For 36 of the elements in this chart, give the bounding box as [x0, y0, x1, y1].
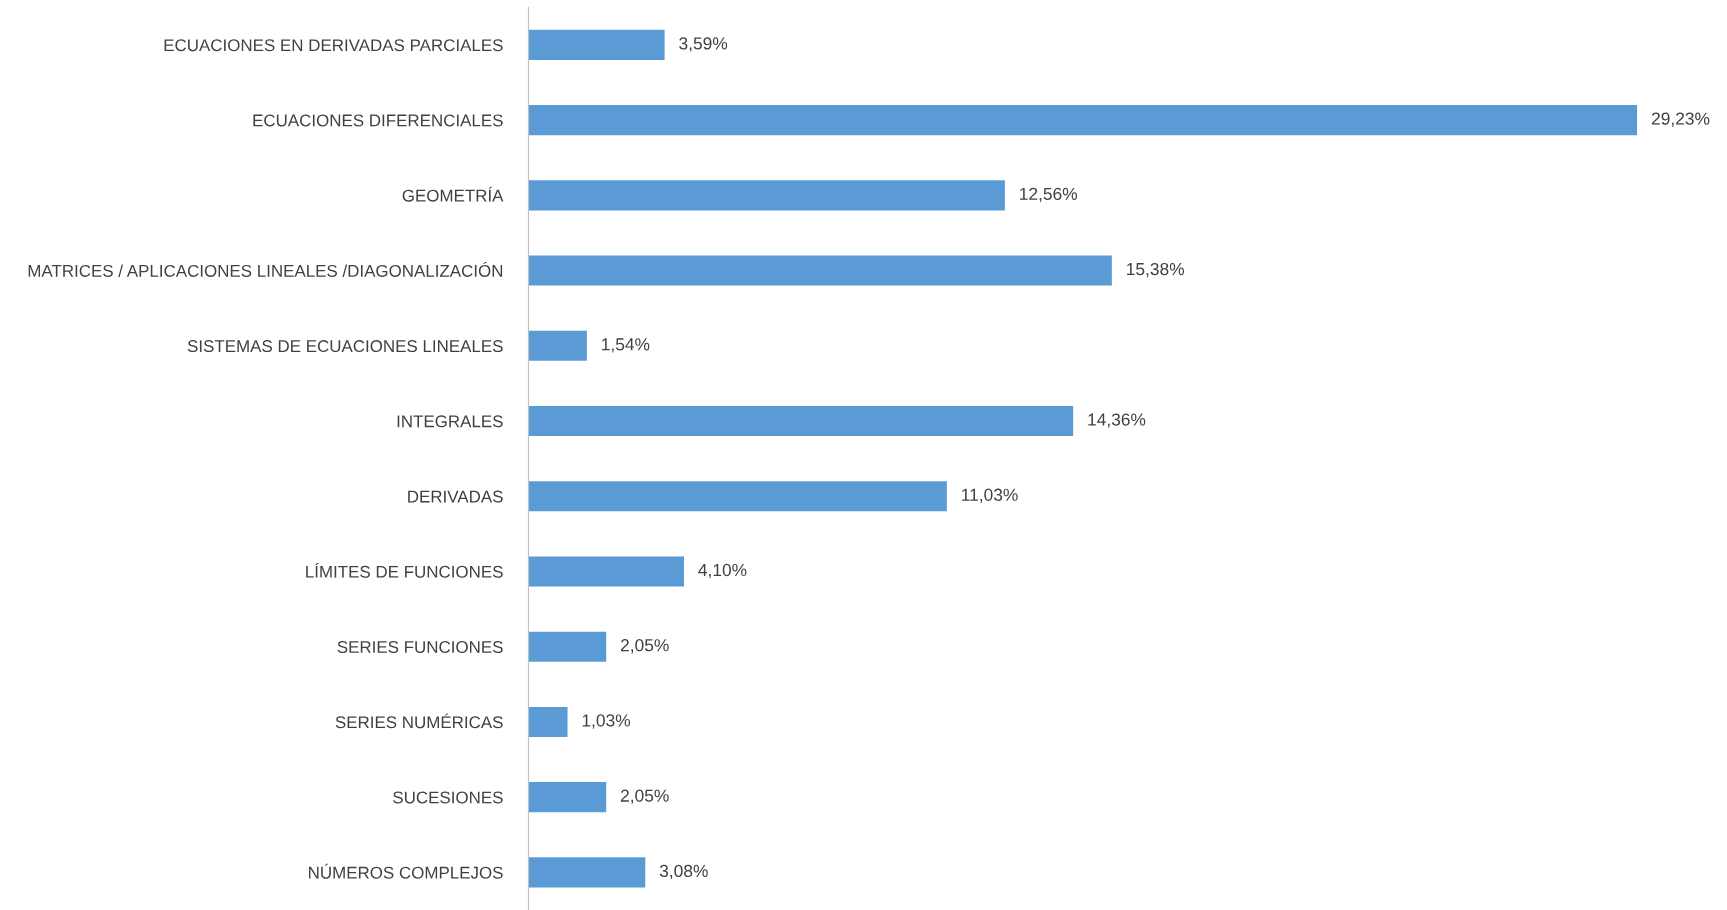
bar: [528, 857, 646, 888]
y-tick-label: GEOMETRÍA: [402, 186, 504, 202]
data-label: 14,36%: [1088, 413, 1146, 428]
bar: [528, 255, 1112, 286]
bar: [528, 706, 568, 737]
bar: [528, 105, 1638, 136]
bar: [528, 782, 607, 813]
y-tick-label: MATRICES / APLICACIONES LINEALES /DIAGONALIZACIÓN: [28, 262, 503, 277]
y-tick-label: SUCESIONES: [393, 791, 503, 804]
data-label: 3,08%: [659, 864, 708, 880]
data-label: 29,23%: [1651, 112, 1710, 127]
bar: [528, 481, 947, 512]
data-label: 3,59%: [679, 37, 728, 52]
bar: [528, 330, 587, 361]
data-label: 15,38%: [1127, 262, 1184, 278]
bar: [528, 405, 1074, 437]
y-tick-label: NÚMEROS COMPLEJOS: [309, 863, 503, 879]
y-tick-label: SERIES NUMÉRICAS: [335, 713, 503, 729]
data-label: 1,54%: [602, 338, 650, 353]
y-tick-label: DERIVADAS: [408, 490, 503, 503]
data-label: 2,05%: [620, 639, 669, 654]
y-tick-label: ECUACIONES DIFERENCIALES: [253, 114, 503, 127]
y-tick-label: SISTEMAS DE ECUACIONES LINEALES: [187, 340, 503, 353]
data-label: 12,56%: [1020, 187, 1078, 203]
y-tick-label: SERIES FUNCIONES: [337, 641, 503, 654]
data-label: 2,05%: [620, 789, 669, 804]
y-tick-label: ECUACIONES EN DERIVADAS PARCIALES: [164, 39, 503, 52]
bar: [528, 556, 684, 587]
bar: [528, 180, 1005, 211]
bar: [528, 29, 665, 60]
bar: [528, 631, 607, 662]
data-label: 11,03%: [962, 488, 1018, 503]
y-tick-label: INTEGRALES: [397, 415, 503, 428]
y-tick-label: LÍMITES DE FUNCIONES: [306, 562, 503, 578]
data-label: 4,10%: [698, 563, 747, 579]
data-label: 1,03%: [582, 714, 631, 729]
